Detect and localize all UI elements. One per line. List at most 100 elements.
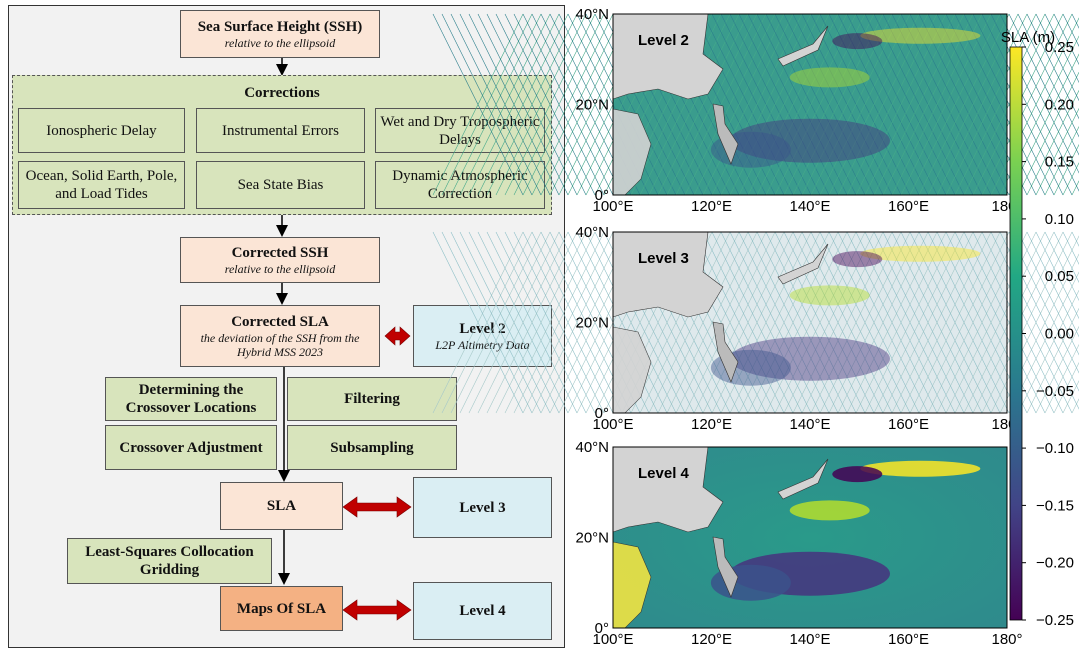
land <box>777 243 829 285</box>
track <box>459 231 551 414</box>
map-panel: Level 240°N20°N0°100°E 120°E 140°E 160°E 180… <box>432 6 1079 215</box>
track <box>522 231 614 414</box>
track <box>1026 89 1079 196</box>
track <box>927 231 1019 414</box>
correction-box: Instrumental Errors <box>196 108 365 153</box>
track <box>1008 53 1079 196</box>
track <box>1044 13 1079 84</box>
track <box>720 231 812 414</box>
track <box>1044 231 1079 302</box>
track <box>891 231 983 414</box>
track <box>864 13 956 196</box>
track <box>792 231 884 414</box>
track <box>837 231 929 414</box>
lon-label: 100°E <box>592 198 633 215</box>
track <box>477 231 569 414</box>
track <box>909 231 1001 414</box>
land <box>612 231 724 318</box>
track <box>450 13 542 196</box>
track <box>855 13 947 196</box>
track <box>531 13 623 196</box>
track <box>828 231 920 414</box>
panel-label: Level 2 <box>638 32 689 49</box>
box-title: Corrected SSH <box>231 244 329 261</box>
anomaly <box>789 67 870 88</box>
level4-box: Level 4 <box>413 582 552 640</box>
track <box>801 13 893 196</box>
track <box>891 13 983 196</box>
map-panel: Level 4 40°N 20°N 0°100°E 120°E 140°E 160°E 180… <box>575 439 1022 648</box>
land <box>612 13 724 100</box>
anomaly <box>832 251 883 268</box>
lat-label: 40°N <box>575 439 609 456</box>
track <box>450 231 542 414</box>
colorbar-tick-label: 0.15 <box>1045 154 1074 171</box>
land <box>612 446 724 533</box>
land <box>712 321 739 383</box>
double-arrows <box>342 326 412 621</box>
track <box>963 231 1055 414</box>
lon-label: 100°E <box>592 631 633 648</box>
track <box>819 231 911 414</box>
lat-label: 20°N <box>575 97 609 114</box>
track <box>702 13 794 196</box>
lat-label: 20°N <box>575 530 609 547</box>
track <box>630 231 722 414</box>
anomaly <box>730 118 890 163</box>
track <box>855 231 947 414</box>
track <box>810 13 902 196</box>
track <box>720 13 812 196</box>
processing-box: Determining the Crossover Locations <box>105 377 277 421</box>
map-frame <box>612 13 1008 196</box>
track <box>468 13 560 196</box>
map-frame <box>612 446 1008 629</box>
lon-label: 140°E <box>789 198 830 215</box>
track <box>1017 289 1079 414</box>
track <box>468 231 560 414</box>
track <box>630 13 722 196</box>
lon-label: 160°E <box>888 631 929 648</box>
track <box>1017 71 1079 196</box>
correction-box: Ionospheric Delay <box>18 108 185 153</box>
track <box>1044 125 1079 196</box>
lon-label: 100°E <box>592 416 633 433</box>
track <box>756 231 848 414</box>
track <box>774 231 866 414</box>
track <box>756 13 848 196</box>
track <box>792 13 884 196</box>
track <box>639 231 731 414</box>
track <box>900 231 992 414</box>
track <box>990 235 1079 414</box>
track <box>522 13 614 196</box>
track <box>963 13 1055 196</box>
track <box>495 13 587 196</box>
lon-label: 140°E <box>789 416 830 433</box>
track <box>666 231 758 414</box>
colorbar-tick-label: 0.20 <box>1045 96 1074 113</box>
track <box>1008 271 1079 414</box>
anomaly <box>832 466 883 483</box>
track <box>711 13 803 196</box>
colorbar-label: SLA (m) <box>1001 29 1055 46</box>
track <box>810 231 902 414</box>
lat-label: 20°N <box>575 315 609 332</box>
track <box>954 13 1046 196</box>
track <box>1053 144 1079 196</box>
track <box>432 231 524 414</box>
colorbar-tick-label: 0.05 <box>1045 268 1074 285</box>
track <box>783 13 875 196</box>
track <box>819 13 911 196</box>
track <box>1062 231 1079 265</box>
lat-label: 40°N <box>575 224 609 241</box>
track <box>648 13 740 196</box>
colorbar-tick-label: 0.10 <box>1045 211 1074 228</box>
track <box>639 13 731 196</box>
track <box>747 231 839 414</box>
track <box>666 13 758 196</box>
ssh-box: Sea Surface Height (SSH) relative to the… <box>180 10 380 58</box>
track <box>765 231 857 414</box>
lat-label: 0° <box>595 620 609 637</box>
track <box>684 13 776 196</box>
track <box>675 13 767 196</box>
